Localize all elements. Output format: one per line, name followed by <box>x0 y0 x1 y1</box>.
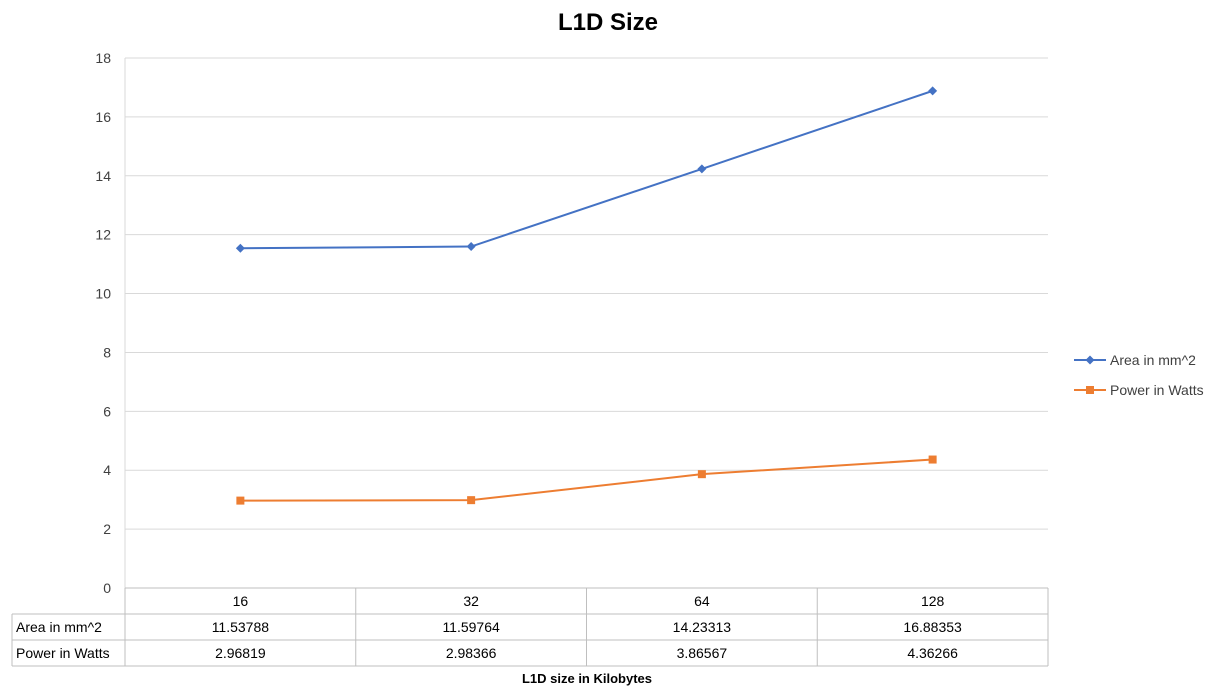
legend-label: Area in mm^2 <box>1110 352 1196 368</box>
data-table-cell: 16.88353 <box>903 619 962 635</box>
data-point <box>928 86 938 96</box>
data-point <box>928 455 937 464</box>
y-axis-ticks: 0 2 4 6 8 10 12 14 16 18 <box>95 50 111 596</box>
data-table-cell: 11.59764 <box>442 619 500 635</box>
table-series-label: Area in mm^2 <box>16 619 102 635</box>
x-tick-label: 32 <box>463 593 479 609</box>
y-tick-label: 18 <box>95 50 111 66</box>
y-tick-label: 0 <box>103 580 111 596</box>
data-table-cell: 4.36266 <box>907 645 958 661</box>
data-table-cell: 11.53788 <box>212 619 270 635</box>
x-tick-label: 16 <box>233 593 249 609</box>
y-tick-label: 4 <box>103 462 111 478</box>
y-tick-label: 6 <box>103 403 111 419</box>
x-tick-label: 128 <box>921 593 945 609</box>
series-line <box>240 458 933 502</box>
y-tick-label: 8 <box>103 344 111 360</box>
legend-marker <box>1085 355 1095 365</box>
data-table-cell: 14.23313 <box>673 619 732 635</box>
y-tick-label: 2 <box>103 521 111 537</box>
chart-title: L1D Size <box>558 9 658 36</box>
data-table: 16 32 64 128 Area in mm^2 11.53788 11.59764 14.… <box>11 587 1049 667</box>
data-table-cell: 3.86567 <box>677 645 728 661</box>
y-tick-label: 14 <box>95 168 111 184</box>
y-tick-label: 12 <box>95 227 111 243</box>
x-axis-label: L1D size in Kilobytes <box>522 671 652 686</box>
table-series-label: Power in Watts <box>16 645 110 661</box>
data-point <box>697 470 706 479</box>
data-point <box>235 243 245 253</box>
legend-marker <box>1086 386 1094 394</box>
gridlines <box>124 57 1048 589</box>
series-line <box>240 89 933 250</box>
data-point <box>466 242 476 252</box>
data-point <box>467 496 476 505</box>
data-point <box>697 164 707 174</box>
data-table-cell: 2.98366 <box>446 645 497 661</box>
data-table-cell: 2.96819 <box>215 645 266 661</box>
y-tick-label: 16 <box>95 109 111 125</box>
legend: Area in mm^2 Power in Watts <box>1074 352 1204 398</box>
data-point <box>236 496 245 505</box>
x-tick-label: 64 <box>694 593 710 609</box>
series-lines <box>235 86 938 505</box>
y-tick-label: 10 <box>95 286 111 302</box>
legend-label: Power in Watts <box>1110 382 1204 398</box>
